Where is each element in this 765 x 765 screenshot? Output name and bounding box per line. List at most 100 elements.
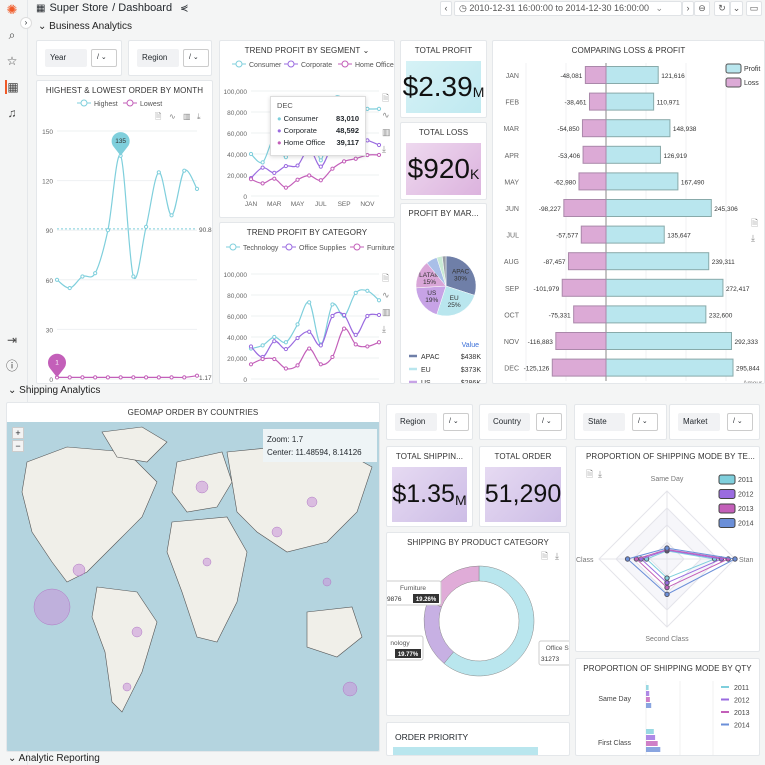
south-america-land bbox=[91, 586, 158, 713]
panel-title: HIGHEST & LOWEST ORDER BY MONTH bbox=[45, 86, 204, 95]
legend-swatch bbox=[718, 518, 736, 528]
legend-swatch bbox=[718, 503, 736, 514]
row-shipping-analytics[interactable]: ⌄ Shipping Analytics bbox=[8, 385, 100, 396]
slice-name: APAC bbox=[452, 268, 470, 275]
line-toggle-icon[interactable]: ∿ bbox=[169, 112, 176, 121]
breadcrumb-page[interactable]: / Dashboard bbox=[112, 2, 173, 14]
bell-icon[interactable]: ♫ bbox=[7, 106, 17, 120]
dashboards-icon[interactable]: ▦ bbox=[5, 80, 19, 94]
y-tick-label: 40,000 bbox=[227, 152, 247, 159]
loss-bar bbox=[555, 332, 607, 350]
panel-title: PROPORTION OF SHIPPING MODE BY QTY bbox=[583, 664, 752, 673]
panel-title: TOTAL ORDER bbox=[494, 452, 552, 461]
data-point bbox=[295, 335, 300, 341]
breadcrumb-app[interactable]: Super Store bbox=[49, 2, 109, 14]
csv-icon: 🗎 bbox=[541, 551, 548, 561]
csv-icon[interactable]: 🗎 bbox=[751, 218, 758, 228]
total-loss-value: $920 K bbox=[406, 143, 481, 195]
legend-label: Lowest bbox=[140, 101, 162, 108]
download-icon[interactable]: ⤓ bbox=[382, 144, 386, 154]
data-point bbox=[131, 375, 136, 380]
data-point bbox=[169, 375, 174, 380]
zoom-out-time-button[interactable]: ⊖ bbox=[694, 1, 710, 16]
refresh-button[interactable]: ↻ bbox=[714, 1, 730, 16]
star-icon[interactable]: ☆ bbox=[6, 54, 18, 68]
shipping-category-donut: Furniture 9876 19.26% nology 19.77% Office Su… bbox=[387, 551, 569, 677]
time-back-button[interactable]: ‹ bbox=[440, 1, 452, 16]
csv-icon[interactable]: 🗎 bbox=[586, 469, 593, 479]
help-icon[interactable]: ⓘ bbox=[5, 359, 18, 373]
bubble-africa bbox=[202, 557, 212, 567]
axis-label: Second Class bbox=[645, 636, 689, 643]
data-point bbox=[330, 354, 335, 360]
data-point bbox=[318, 362, 323, 367]
legend-label: 2012 bbox=[738, 492, 754, 499]
csv-icon[interactable]: 🗎 bbox=[382, 273, 389, 283]
line-toggle-icon[interactable]: ∿ bbox=[382, 290, 390, 300]
country-select[interactable]: / ⌄ bbox=[536, 413, 562, 431]
total-profit-value: $2.39 M bbox=[403, 61, 484, 113]
zoom-out-button[interactable]: − bbox=[12, 440, 24, 452]
row-analytic-reporting[interactable]: ⌄ Analytic Reporting bbox=[8, 753, 100, 764]
time-forward-button[interactable]: › bbox=[682, 1, 694, 16]
tv-mode-button[interactable]: ▭ bbox=[746, 1, 762, 16]
qty-bar bbox=[646, 691, 650, 696]
market-select[interactable]: / ⌄ bbox=[727, 413, 753, 431]
bubble-usa bbox=[33, 588, 71, 626]
legend-value: $286K bbox=[461, 380, 482, 384]
data-point bbox=[182, 375, 187, 380]
world-map[interactable] bbox=[7, 422, 380, 752]
region-select[interactable]: / ⌄ bbox=[183, 49, 209, 67]
csv-icon[interactable]: 🗎 bbox=[155, 112, 162, 121]
bar-toggle-icon[interactable]: ▥ bbox=[382, 127, 391, 137]
download-icon: ⤓ bbox=[555, 551, 559, 561]
profit-by-market-panel: PROFIT BY MAR... APAC 30% EU 25% US 19% LATAM 1… bbox=[400, 203, 487, 384]
row-title: Business Analytics bbox=[49, 21, 132, 32]
grafana-logo-icon[interactable]: ✺ bbox=[6, 2, 18, 17]
radar-point bbox=[664, 584, 670, 591]
pie-slice-eu bbox=[436, 285, 475, 317]
loss-bar bbox=[581, 119, 607, 138]
data-point bbox=[307, 346, 312, 351]
state-select[interactable]: / ⌄ bbox=[632, 413, 658, 431]
legend-marker bbox=[285, 243, 293, 251]
market-label: Market bbox=[678, 413, 720, 431]
data-point bbox=[143, 375, 149, 380]
row-business-analytics[interactable]: ⌄ Business Analytics bbox=[38, 21, 132, 32]
axis-label: Same Day bbox=[651, 476, 684, 483]
data-point bbox=[365, 313, 370, 319]
download-icon[interactable]: ⤓ bbox=[751, 233, 755, 243]
qty-bar bbox=[646, 747, 661, 752]
year-select[interactable]: / ⌄ bbox=[91, 49, 117, 67]
percent-badge bbox=[395, 649, 421, 658]
profit-label: 135,647 bbox=[667, 233, 691, 240]
sign-in-icon[interactable]: ⇥ bbox=[6, 333, 18, 347]
download-icon[interactable]: ⤓ bbox=[598, 469, 602, 479]
data-point bbox=[272, 170, 277, 175]
y-tick-label: 60,000 bbox=[227, 314, 247, 321]
csv-icon[interactable]: 🗎 bbox=[382, 93, 389, 103]
download-icon[interactable]: ⤓ bbox=[382, 324, 386, 334]
share-icon[interactable]: ⋞ bbox=[180, 3, 189, 14]
line-toggle-icon[interactable]: ∿ bbox=[382, 110, 390, 120]
time-range-picker[interactable]: ◷ 2010-12-31 16:00:00 to 2014-12-30 16:0… bbox=[454, 1, 682, 16]
legend-marker bbox=[80, 99, 88, 107]
label-name: Furniture bbox=[400, 585, 426, 592]
expand-sidebar-button[interactable]: › bbox=[20, 17, 32, 29]
data-point bbox=[67, 285, 72, 291]
zoom-in-button[interactable]: + bbox=[12, 427, 24, 439]
ship-region-select[interactable]: / ⌄ bbox=[443, 413, 469, 431]
label-value: 9876 bbox=[387, 596, 402, 603]
series-line-furniture bbox=[250, 327, 380, 370]
profit-bar bbox=[605, 252, 710, 271]
search-icon[interactable]: ⌕ bbox=[8, 28, 16, 42]
panel-title[interactable]: PROPORTION OF SHIPPING MODE BY TE... ⌄ bbox=[586, 452, 759, 461]
panel-title[interactable]: TREND PROFIT BY SEGMENT ⌄ bbox=[244, 46, 370, 55]
data-point bbox=[260, 165, 265, 170]
download-icon[interactable]: ⤓ bbox=[197, 112, 201, 121]
bar-toggle-icon[interactable]: ▥ bbox=[183, 112, 191, 121]
refresh-interval-dropdown[interactable]: ⌄ bbox=[730, 1, 743, 16]
breadcrumb: ▦ Super Store / Dashboard ⋞ bbox=[36, 2, 188, 14]
legend-label: Loss bbox=[744, 80, 759, 87]
bar-toggle-icon[interactable]: ▥ bbox=[382, 307, 391, 317]
